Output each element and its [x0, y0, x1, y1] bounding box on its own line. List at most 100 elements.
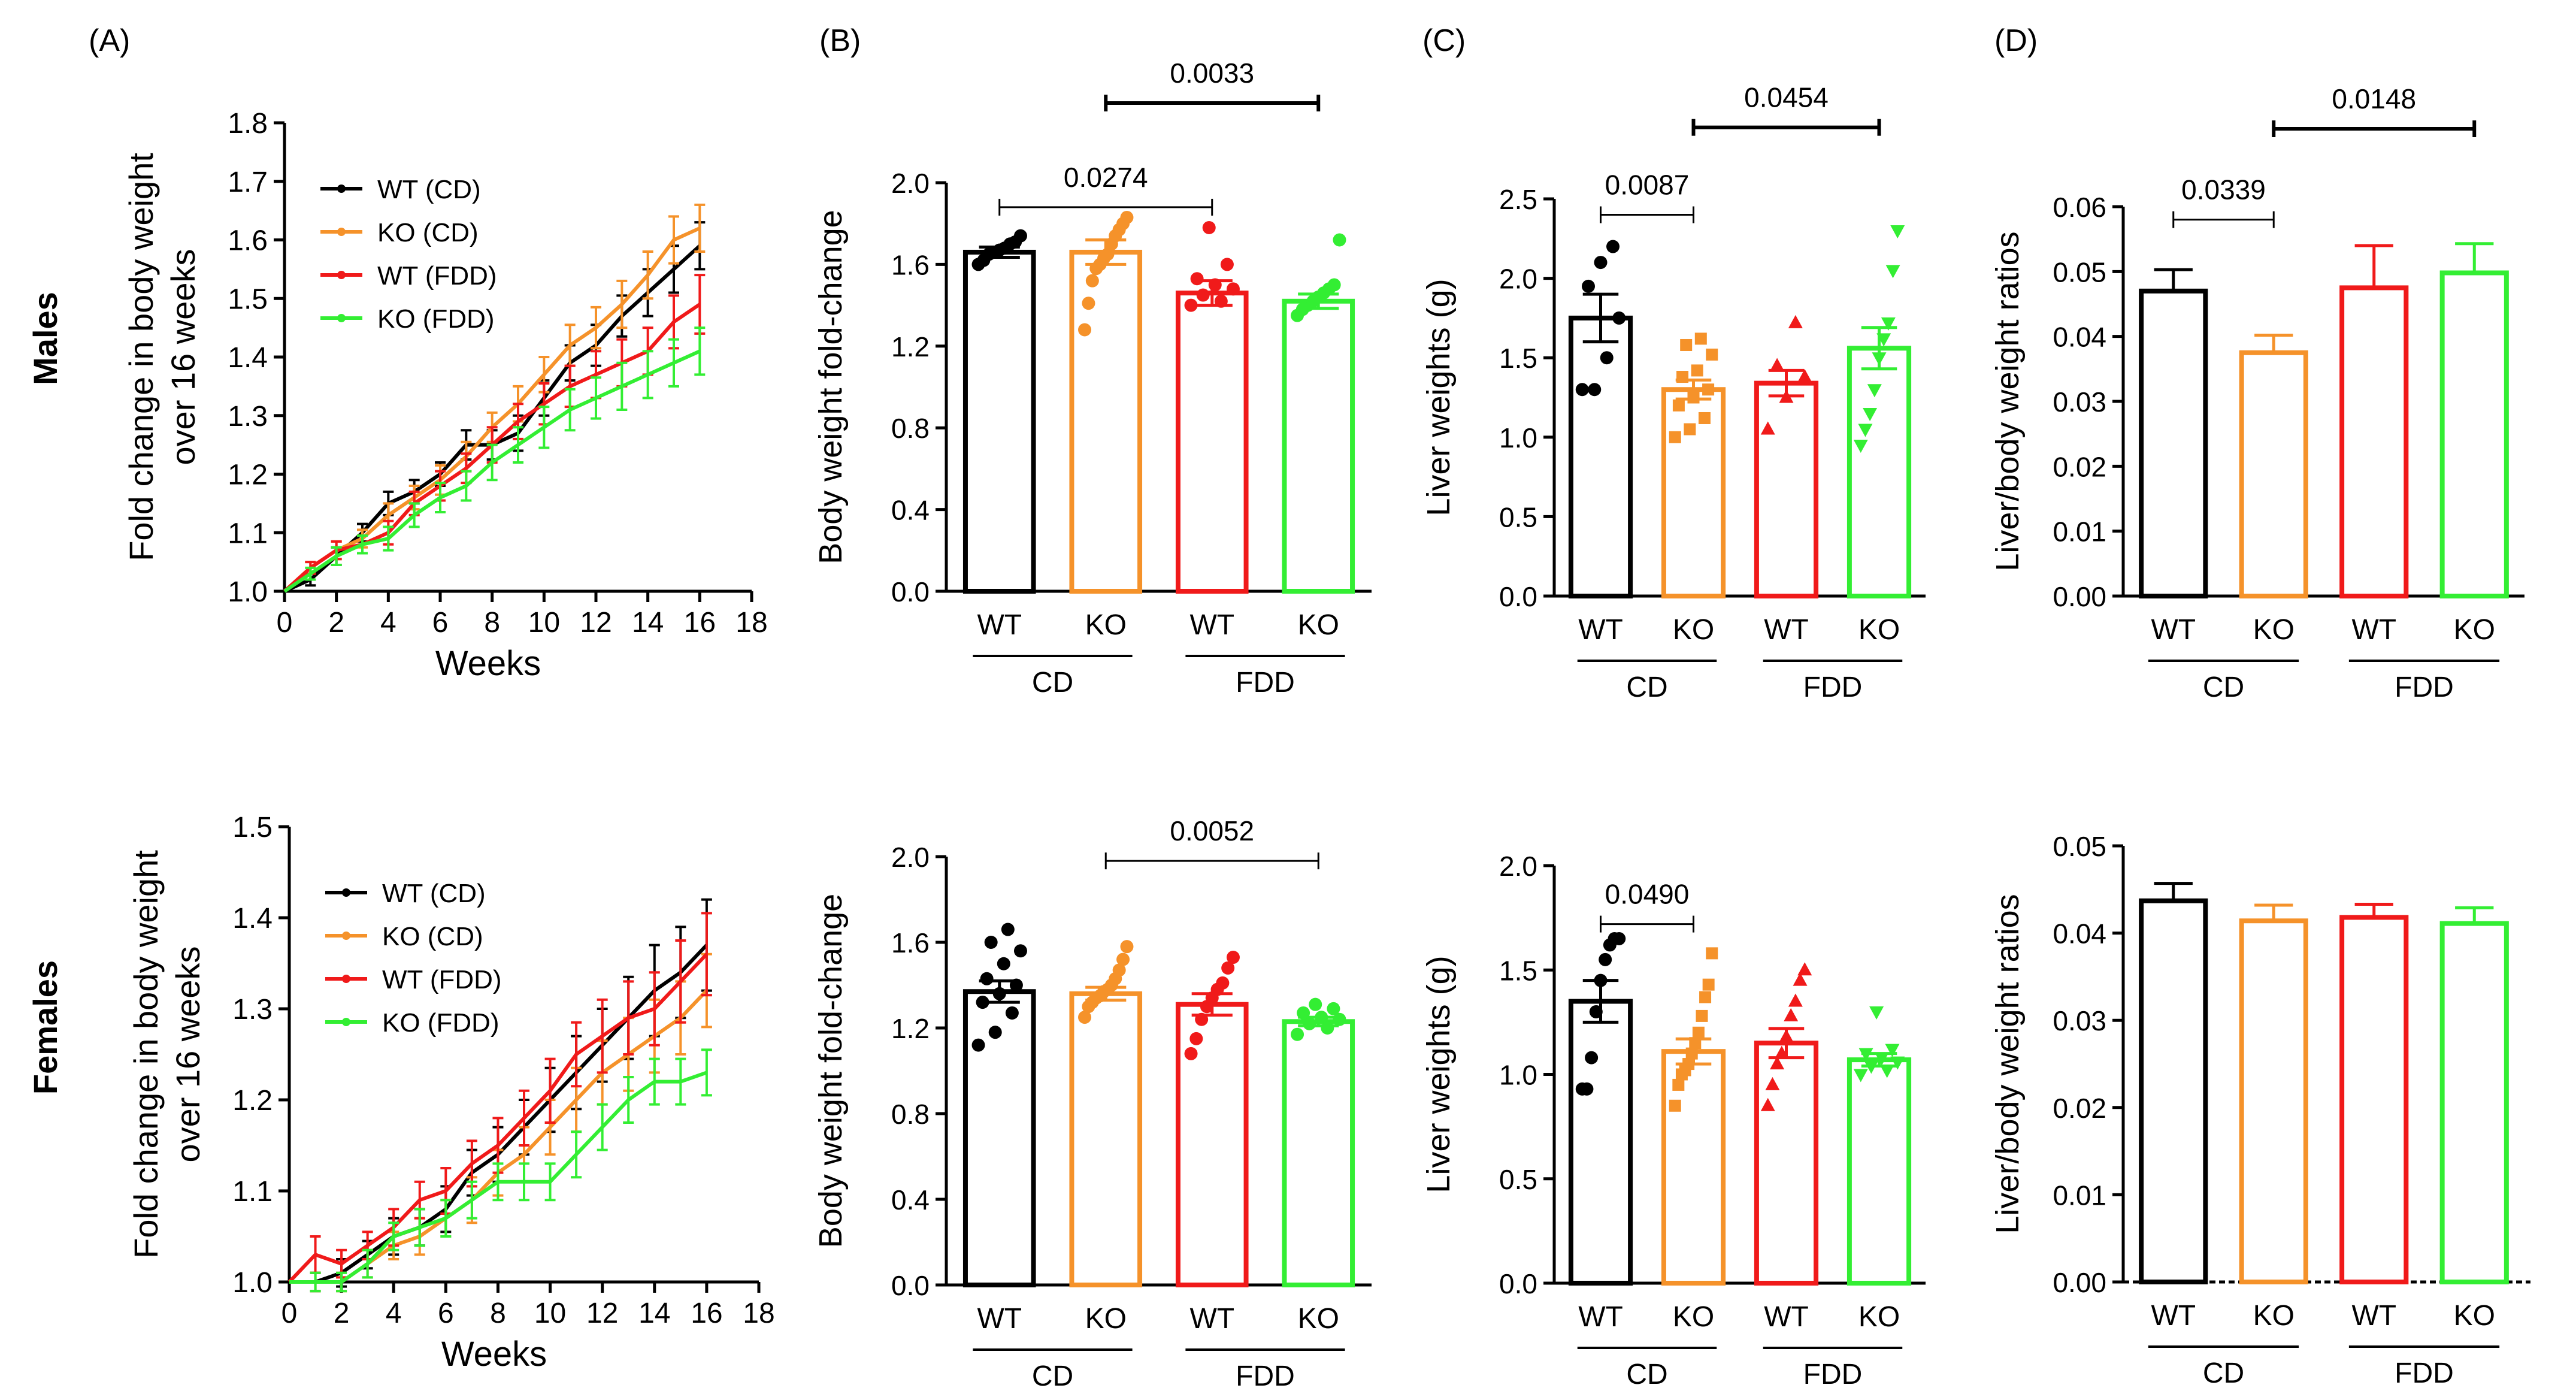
x-tick-label: 14 [638, 1298, 670, 1329]
x-tick-label: 12 [580, 607, 612, 639]
data-point [1890, 225, 1905, 239]
category-label: KO [2454, 614, 2495, 646]
data-point [1869, 1006, 1884, 1020]
group-A-females: 1.0 1.1 1.2 1.3 1.4 1.5 0 2 4 6 8 10 12 14 16 18 Weeks Fo… [127, 812, 775, 1374]
data-point [1797, 962, 1812, 976]
y-tick-label: 1.0 [232, 1267, 273, 1299]
category-label: WT [2351, 1300, 2396, 1332]
data-point [1699, 991, 1712, 1003]
y-tick-label: 2.0 [891, 168, 930, 199]
category-label: KO [1673, 614, 1714, 646]
y-tick-label: 1.2 [232, 1085, 273, 1117]
data-point [1606, 240, 1620, 253]
data-point [1876, 333, 1891, 347]
y-tick-label: 1.1 [228, 518, 268, 549]
group-label: FDD [1803, 672, 1863, 703]
data-point [992, 987, 1006, 1000]
data-point [984, 936, 998, 949]
data-point [1594, 973, 1608, 987]
category-label: KO [1858, 614, 1900, 646]
x-tick-label: 4 [380, 607, 396, 639]
y-tick-label: 0.06 [2053, 192, 2106, 223]
group-label: FDD [1236, 667, 1295, 698]
data-point [1220, 258, 1234, 271]
y-tick-label: 0.8 [891, 413, 930, 444]
comparison-p-value: 0.0148 [2332, 83, 2416, 114]
data-point [1189, 1032, 1203, 1045]
x-tick-label: 18 [735, 607, 767, 639]
comparison-p-value: 0.0033 [1170, 58, 1254, 89]
legend-marker [342, 932, 350, 940]
x-tick-label: 18 [743, 1298, 774, 1329]
data-point [1112, 963, 1126, 977]
data-point [1315, 1011, 1328, 1024]
data-point [1327, 1002, 1340, 1015]
category-label: KO [2253, 614, 2295, 646]
data-point [1760, 1097, 1775, 1111]
y-tick-label: 1.1 [232, 1176, 273, 1208]
panel-letter: (C) [1422, 23, 1466, 58]
y-tick-label: 0.5 [1499, 501, 1537, 533]
y-axis-title: Liver/body weight ratios [1990, 231, 2026, 571]
category-label: KO [1858, 1301, 1900, 1333]
data-point [1321, 1021, 1334, 1035]
y-tick-label: 1.0 [228, 576, 268, 608]
x-tick-label: 14 [632, 607, 664, 639]
x-tick-label: 10 [528, 607, 560, 639]
data-point [1879, 1065, 1894, 1078]
category-label: KO [2253, 1300, 2295, 1332]
x-tick-label: 2 [334, 1298, 350, 1329]
group-label: CD [2203, 672, 2244, 703]
data-point [1575, 383, 1589, 397]
data-point [1867, 384, 1882, 398]
data-point [1190, 272, 1204, 286]
group-D-females: 0.00 0.01 0.02 0.03 0.04 0.05 Liver/body weigh… [1990, 831, 2530, 1388]
category-label: WT [1578, 1301, 1623, 1333]
data-point [1702, 978, 1715, 991]
y-axis-title-line2: over 16 weeks [164, 249, 202, 465]
data-point [1078, 1011, 1092, 1024]
data-point [1692, 1026, 1705, 1039]
category-label: WT [1578, 614, 1623, 646]
data-point [1706, 348, 1718, 361]
category-label: KO [1085, 609, 1127, 641]
comparison-p-value: 0.0339 [2181, 174, 2266, 205]
data-point [1853, 440, 1868, 453]
category-label: WT [1764, 1301, 1809, 1333]
data-point [1793, 972, 1808, 986]
y-tick-label: 1.4 [232, 903, 273, 935]
x-tick-label: 16 [684, 607, 716, 639]
y-axis-title: Body weight fold-change [813, 894, 849, 1248]
data-point [1689, 1037, 1702, 1050]
data-point [1760, 421, 1775, 435]
x-axis-title: Weeks [435, 644, 541, 683]
y-tick-label: 1.8 [228, 108, 268, 140]
group-C-females: 0.0 0.5 1.0 1.5 2.0 Liver weights (g) WT KO WT KO… [1421, 851, 1926, 1388]
y-tick-label: 1.0 [1499, 1060, 1537, 1091]
group-label: FDD [2395, 1357, 2454, 1388]
data-point [1599, 952, 1612, 966]
data-point [988, 1026, 1002, 1039]
comparison-p-value: 0.0052 [1170, 815, 1254, 846]
y-tick-label: 0.04 [2053, 918, 2106, 949]
data-point [1303, 1017, 1316, 1030]
data-point [1874, 1052, 1889, 1066]
group-B-males: (B) 0.0 0.4 0.8 1.2 1.6 2.0 Body weight fold-ch… [813, 23, 1372, 698]
y-tick-label: 1.6 [891, 249, 930, 280]
group-A-males: (A) 1.0 1.1 1.2 1.3 1.4 1.5 1.6 1.7 1.8 0 2 4 6 8 10 12 1… [89, 23, 768, 683]
x-tick-label: 4 [386, 1298, 402, 1329]
data-point [1196, 288, 1210, 302]
data-point [1788, 993, 1803, 1007]
y-tick-label: 1.5 [228, 283, 268, 315]
legend-label: KO (FDD) [377, 304, 495, 334]
data-point [1588, 383, 1602, 397]
data-point [1669, 431, 1681, 443]
x-tick-label: 6 [432, 607, 449, 639]
data-point [1858, 1048, 1873, 1062]
category-label: KO [1298, 1303, 1339, 1335]
data-point [1872, 352, 1887, 366]
data-point [1214, 294, 1228, 308]
y-tick-label: 0.0 [1499, 581, 1537, 612]
group-C-males: (C) 0.0 0.5 1.0 1.5 2.0 2.5 Liver weights (g) WT… [1421, 23, 1926, 703]
